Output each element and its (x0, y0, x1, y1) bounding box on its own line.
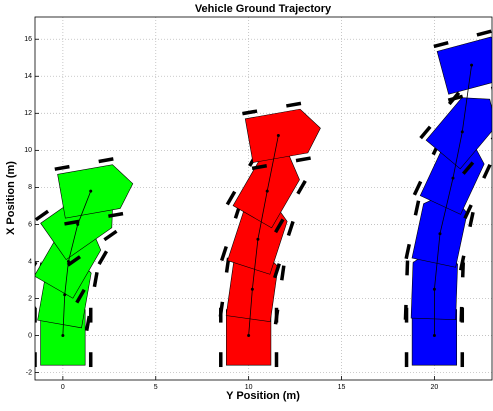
wheel (403, 304, 408, 320)
y-tick-label: 14 (24, 73, 32, 80)
wheel (97, 250, 109, 266)
y-tick-label: 8 (28, 184, 32, 191)
trajectory-point (432, 287, 436, 291)
wheel (274, 218, 285, 234)
chart-title: Vehicle Ground Trajectory (195, 3, 332, 15)
trajectory-point (276, 134, 280, 138)
wheel (251, 164, 268, 171)
wheel (459, 306, 464, 322)
wheel (64, 219, 80, 226)
axes-frame (34, 16, 493, 381)
wheel (273, 309, 280, 325)
plot-area (35, 29, 492, 368)
y-tick-label: 10 (24, 147, 32, 154)
wheel (404, 243, 411, 260)
trajectory-point (265, 189, 269, 193)
wheel (273, 263, 281, 279)
wheel (419, 125, 432, 140)
wheel (412, 180, 423, 196)
x-tick-label: 5 (154, 384, 158, 391)
wheel (447, 94, 464, 102)
wheel (225, 190, 237, 206)
wheel (433, 40, 449, 49)
trajectory-point (470, 63, 474, 67)
wheel (482, 163, 492, 179)
wheel (98, 157, 114, 164)
wheel (458, 255, 466, 271)
wheel (35, 209, 50, 222)
x-tick-label: 20 (431, 384, 439, 391)
trajectory-point (438, 232, 442, 236)
wheel (280, 265, 286, 281)
wheel (218, 301, 225, 317)
wheel (405, 260, 410, 276)
trajectory-point (66, 259, 70, 263)
trajectory-point (451, 176, 455, 180)
x-tick-label: 15 (338, 384, 346, 391)
tick-layer: 0 5 10 15 20 -2 0 2 4 6 8 10 12 14 16 (24, 36, 438, 391)
wheel (220, 245, 228, 262)
trajectory-point (89, 189, 93, 193)
wheel (103, 229, 118, 242)
wheel (286, 220, 295, 237)
y-tick-label: 0 (28, 332, 32, 339)
wheel (242, 109, 258, 116)
wheel (296, 180, 307, 195)
y-tick-label: 16 (24, 36, 32, 43)
trajectory-point (61, 334, 65, 338)
x-tick-label: 0 (61, 384, 65, 391)
trajectory-point (63, 293, 67, 297)
wheel (476, 29, 492, 37)
wheel (295, 156, 311, 163)
y-tick-label: 4 (28, 258, 32, 265)
trajectory-point (432, 334, 436, 338)
trajectory-point (247, 334, 251, 338)
trajectory-line (434, 65, 472, 336)
wheel (468, 211, 475, 228)
y-tick-label: 6 (28, 221, 32, 228)
x-axis-label: Y Position (m) (226, 390, 300, 402)
wheel (92, 271, 99, 288)
wheel (75, 288, 86, 304)
y-tick-label: 2 (28, 295, 32, 302)
wheel (463, 204, 473, 220)
trajectory-point (460, 130, 464, 134)
wheel (461, 161, 475, 175)
wheel (84, 315, 91, 331)
trajectory-point (250, 287, 254, 291)
vehicle (244, 108, 321, 163)
wheel (108, 211, 124, 218)
wheel (54, 164, 70, 171)
x-tick-label: 10 (245, 384, 253, 391)
wheel (66, 255, 82, 267)
y-axis-label: X Position (m) (5, 161, 17, 235)
trajectory-point (76, 222, 80, 226)
vehicle (425, 97, 492, 170)
vehicle (436, 36, 492, 95)
wheel (413, 200, 421, 216)
wheel (286, 101, 302, 108)
trajectory-point (256, 237, 260, 241)
y-tick-label: -2 (26, 369, 32, 376)
y-tick-label: 12 (24, 110, 32, 117)
vehicle (57, 164, 134, 219)
